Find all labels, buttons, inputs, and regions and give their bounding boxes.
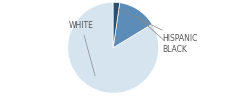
Text: BLACK: BLACK (137, 16, 187, 54)
Text: HISPANIC: HISPANIC (119, 9, 198, 43)
Wedge shape (113, 3, 152, 48)
Wedge shape (113, 2, 120, 48)
Text: WHITE: WHITE (69, 20, 95, 76)
Wedge shape (68, 2, 159, 93)
